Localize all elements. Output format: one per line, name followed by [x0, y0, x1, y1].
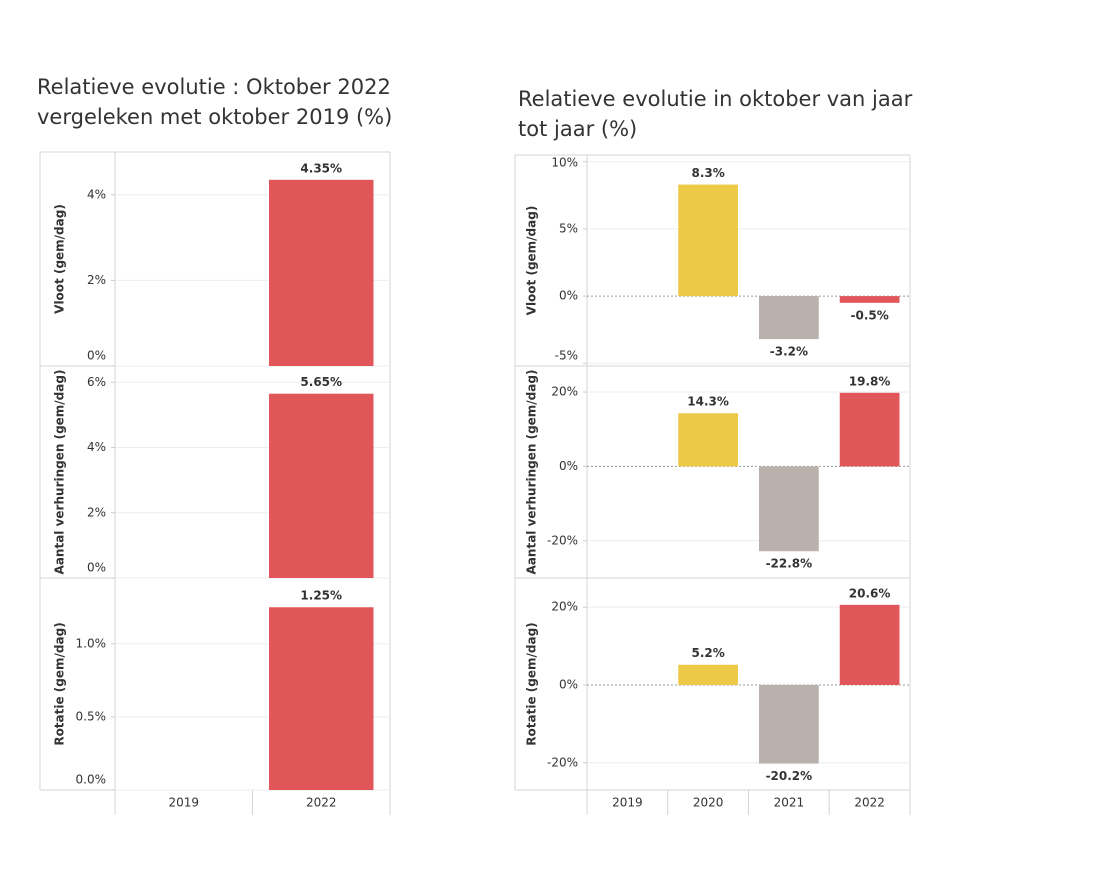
value-label: 8.3% [691, 166, 724, 180]
bar [839, 296, 900, 303]
value-label: -3.2% [770, 345, 808, 359]
bar [678, 413, 739, 467]
y-tick-label: 6% [87, 375, 106, 389]
bar [678, 184, 739, 297]
bar [839, 604, 900, 685]
y-tick-label: -5% [555, 349, 578, 363]
y-tick-label: 0% [87, 349, 106, 363]
value-label: -22.8% [766, 557, 813, 571]
value-label: 20.6% [849, 586, 891, 600]
bar [269, 393, 374, 578]
value-label: -20.2% [766, 769, 813, 783]
y-tick-label: 20% [551, 385, 578, 399]
y-axis-label: Rotatie (gem/dag) [53, 622, 67, 745]
y-tick-label: 0% [559, 677, 578, 691]
value-label: 1.25% [300, 589, 342, 603]
x-tick-label: 2020 [693, 796, 724, 810]
x-tick-label: 2019 [612, 796, 643, 810]
bar [758, 466, 819, 552]
bar [839, 392, 900, 467]
bar [758, 296, 819, 340]
x-tick-label: 2022 [854, 796, 885, 810]
value-label: 19.8% [849, 374, 891, 388]
value-label: 4.35% [300, 161, 342, 175]
y-axis-label: Aantal verhuringen (gem/dag) [53, 370, 67, 575]
y-tick-label: 20% [551, 600, 578, 614]
y-tick-label: -20% [547, 755, 578, 769]
y-tick-label: 4% [87, 440, 106, 454]
y-tick-label: 4% [87, 187, 106, 201]
value-label: 5.2% [691, 646, 724, 660]
bar [678, 664, 739, 685]
y-tick-label: 0.5% [76, 709, 107, 723]
y-tick-label: 2% [87, 273, 106, 287]
y-axis-label: Rotatie (gem/dag) [525, 622, 539, 745]
y-tick-label: 0% [559, 289, 578, 303]
y-tick-label: 10% [551, 156, 578, 170]
y-axis-label: Aantal verhuringen (gem/dag) [525, 370, 539, 575]
y-tick-label: 0% [559, 459, 578, 473]
x-tick-label: 2019 [168, 796, 199, 810]
x-tick-label: 2021 [774, 796, 805, 810]
value-label: 14.3% [687, 395, 729, 409]
bar [758, 684, 819, 764]
y-tick-label: 5% [559, 221, 578, 235]
y-axis-label: Vloot (gem/dag) [53, 204, 67, 314]
value-label: 5.65% [300, 375, 342, 389]
value-label: -0.5% [850, 308, 888, 322]
bar [269, 179, 374, 366]
chart-title: Relatieve evolutie : Oktober 2022 vergel… [37, 75, 393, 129]
y-tick-label: -20% [547, 533, 578, 547]
y-axis-label: Vloot (gem/dag) [525, 206, 539, 316]
bar [269, 607, 374, 790]
x-tick-label: 2022 [306, 796, 337, 810]
chart-title: Relatieve evolutie in oktober van jaar t… [518, 87, 913, 141]
y-tick-label: 2% [87, 505, 106, 519]
y-tick-label: 0% [87, 561, 106, 575]
y-tick-label: 0.0% [76, 773, 107, 787]
y-tick-label: 1.0% [76, 636, 107, 650]
